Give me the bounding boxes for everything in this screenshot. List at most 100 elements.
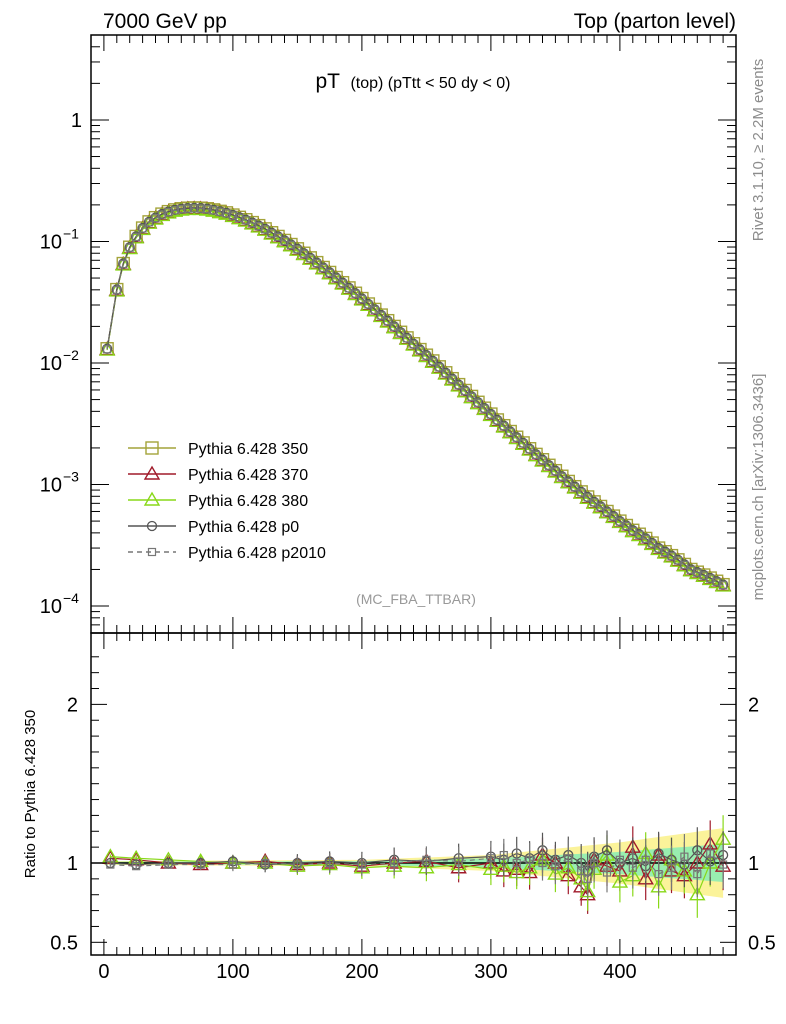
ratio-ticks: 0 100 200 300 400 0.5 0.5 1 1 2 2 [50,633,776,983]
data-point [396,328,405,337]
legend: Pythia 6.428 350 Pythia 6.428 370 Pythia 6… [128,441,326,562]
data-point [357,294,366,304]
mcplots-label: mcplots.cern.ch [arXiv:1306.3436] [750,374,767,601]
data-point [531,450,541,460]
data-point [370,305,379,315]
data-point [680,560,689,570]
ratio-point [628,863,637,872]
y-tick-label: 2 [67,694,78,716]
data-point [512,433,521,442]
data-point [338,279,347,288]
data-point [454,381,463,390]
data-point [364,300,373,309]
legend-marker [143,465,161,480]
ratio-point [390,858,399,868]
main-title: pT (top) (pTtt < 50 dy < 0) [315,70,510,93]
data-point [641,534,650,544]
ratio-point [654,870,663,879]
data-point [402,334,412,343]
data-point [583,493,592,502]
y-tick-label: 10 [40,596,62,618]
rivet-label: Rivet 3.1.10, ≥ 2.2M events [750,59,767,242]
ratio-point [577,866,586,876]
title-main: pT [315,70,340,93]
data-point [538,456,547,465]
data-point [351,289,360,298]
ratio-point [106,860,115,869]
ratio-point [196,860,205,869]
ratio-plot-area [91,815,736,918]
data-point [383,317,392,326]
data-point [493,416,502,425]
ratio-point [706,849,715,858]
x-tick-label: 300 [474,961,507,983]
ratio-point [641,855,650,864]
data-point [544,461,554,470]
data-point [589,498,599,507]
ratio-point [611,873,629,888]
data-point [435,363,444,372]
data-point [499,422,508,431]
data-point [344,284,354,293]
ratio-point [538,858,547,868]
data-point [312,259,321,268]
data-point [112,285,121,295]
y-tick-label-right: 2 [748,694,759,716]
data-point [286,240,296,250]
legend-label: Pythia 6.428 p2010 [188,545,326,562]
data-point [467,392,476,402]
data-point [577,488,586,497]
data-point [119,259,128,269]
data-point [551,467,560,476]
ratio-point [454,857,463,866]
ratio-point [589,858,599,868]
data-point [635,530,644,539]
ratio-point [689,886,706,901]
data-point [428,357,437,366]
data-point [293,245,302,254]
header-right: Top (parton level) [574,10,736,33]
y-tick-label: 10 [40,353,62,375]
y-tick-exponent: −2 [63,347,79,363]
ratio-point [564,854,573,863]
legend-label: Pythia 6.428 380 [188,493,308,510]
main-ticks: 110−110−210−310−4 [40,34,737,634]
legend-label: Pythia 6.428 p0 [188,519,299,536]
y-tick-label-right: 0.5 [748,932,776,954]
ratio-frame [90,632,737,956]
y-tick-exponent: −1 [63,225,79,241]
ratio-point [293,860,302,869]
data-point [422,351,431,360]
ratio-panel: 0 100 200 300 400 0.5 0.5 1 1 2 2 Ratio to Pythia … [22,632,776,983]
legend-marker [145,441,159,455]
ratio-point [525,855,534,864]
x-tick-label: 200 [345,961,378,983]
data-point [506,427,515,437]
data-point [570,483,579,492]
data-point [319,263,328,273]
ratio-point [325,858,334,868]
y-tick-exponent: −4 [63,590,79,606]
legend-label: Pythia 6.428 350 [188,441,308,458]
y-tick-label: 1 [71,110,82,132]
series-4 [103,204,728,590]
legend-label: Pythia 6.428 370 [188,467,308,484]
data-point [602,507,612,517]
ratio-point [486,854,495,863]
data-point [596,502,605,512]
data-point [103,345,112,354]
data-point [673,556,683,565]
data-point [564,477,573,487]
ratio-point [482,860,500,876]
data-point [615,517,625,526]
ratio-point [499,850,508,860]
header-left: 7000 GeV pp [103,10,227,33]
ratio-point [512,858,521,868]
data-point [718,581,728,590]
y-tick-label: 10 [40,475,62,497]
legend-marker [146,520,158,532]
y-tick-label: 1 [67,853,78,875]
data-point [648,539,657,548]
ratio-point [164,860,173,869]
